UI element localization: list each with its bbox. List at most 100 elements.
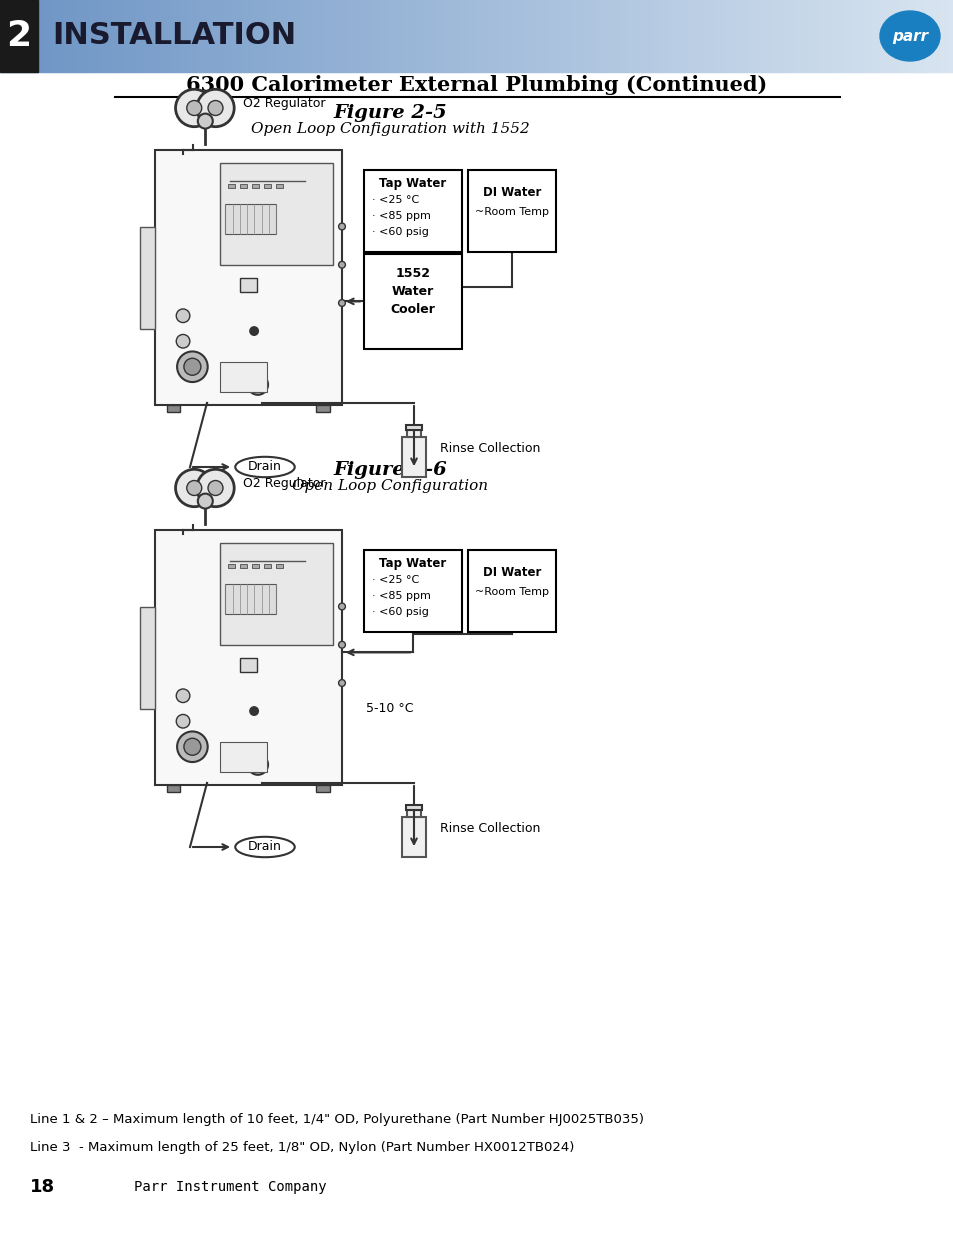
Bar	[344, 0, 345, 72]
Bar	[201, 0, 202, 72]
Bar	[87, 0, 88, 72]
Bar	[220, 742, 267, 772]
Bar	[699, 0, 700, 72]
Bar	[392, 0, 393, 72]
Bar	[26, 0, 27, 72]
Bar	[135, 0, 136, 72]
Bar	[377, 0, 378, 72]
Bar	[573, 0, 574, 72]
Bar	[861, 0, 862, 72]
Bar	[144, 0, 145, 72]
Bar	[57, 0, 58, 72]
Bar	[581, 0, 582, 72]
Circle shape	[196, 469, 233, 506]
Bar	[147, 0, 148, 72]
Bar	[331, 0, 332, 72]
Bar	[442, 0, 443, 72]
Bar	[115, 0, 116, 72]
Bar	[941, 0, 942, 72]
Text: Drain: Drain	[248, 841, 282, 853]
Bar	[478, 0, 479, 72]
Bar	[358, 0, 359, 72]
Bar	[167, 785, 180, 792]
Bar	[669, 0, 670, 72]
Bar	[231, 0, 232, 72]
Bar	[475, 0, 476, 72]
Bar	[112, 0, 113, 72]
Bar	[84, 0, 85, 72]
Bar	[633, 0, 634, 72]
Bar	[496, 0, 497, 72]
Bar	[166, 0, 167, 72]
Bar	[252, 0, 253, 72]
Bar	[945, 0, 946, 72]
Bar	[684, 0, 685, 72]
Bar	[224, 0, 225, 72]
Bar	[887, 0, 888, 72]
Bar	[589, 0, 590, 72]
Bar	[350, 0, 351, 72]
Text: · <85 ppm: · <85 ppm	[372, 592, 431, 601]
Bar	[128, 0, 129, 72]
Bar	[430, 0, 431, 72]
Bar	[162, 0, 163, 72]
Bar	[689, 0, 690, 72]
Bar	[60, 0, 61, 72]
Bar	[273, 0, 274, 72]
Bar	[697, 0, 698, 72]
Bar	[149, 0, 150, 72]
Bar	[252, 184, 259, 188]
Bar	[328, 0, 329, 72]
Circle shape	[248, 374, 268, 395]
Bar	[773, 0, 774, 72]
Bar	[154, 149, 341, 405]
Bar	[86, 0, 87, 72]
Bar	[759, 0, 760, 72]
Bar	[202, 0, 203, 72]
Bar	[262, 0, 263, 72]
Bar	[681, 0, 682, 72]
Bar	[165, 0, 166, 72]
Bar	[565, 0, 566, 72]
Bar	[235, 0, 236, 72]
Bar	[923, 0, 924, 72]
Circle shape	[187, 480, 201, 495]
Bar	[732, 0, 733, 72]
Bar	[562, 0, 563, 72]
Bar	[758, 0, 759, 72]
Bar	[94, 0, 95, 72]
Bar	[266, 0, 267, 72]
Bar	[13, 0, 14, 72]
Bar	[869, 0, 870, 72]
Bar	[606, 0, 607, 72]
Bar	[310, 0, 311, 72]
Bar	[490, 0, 491, 72]
Bar	[543, 0, 544, 72]
Bar	[244, 0, 245, 72]
Bar	[136, 0, 137, 72]
Circle shape	[176, 309, 190, 322]
Bar	[627, 0, 628, 72]
Circle shape	[338, 300, 345, 306]
Bar	[464, 0, 465, 72]
Bar	[558, 0, 559, 72]
Bar	[801, 0, 802, 72]
Bar	[251, 0, 252, 72]
Bar	[139, 606, 154, 709]
Bar	[274, 0, 275, 72]
Bar	[894, 0, 895, 72]
Bar	[854, 0, 855, 72]
Bar	[127, 0, 128, 72]
Bar	[741, 0, 742, 72]
Bar	[426, 0, 427, 72]
Bar	[303, 0, 304, 72]
Bar	[829, 0, 830, 72]
Bar	[305, 0, 306, 72]
Bar	[299, 0, 301, 72]
Bar	[252, 564, 259, 568]
Text: parr: parr	[891, 28, 927, 43]
Bar	[517, 0, 518, 72]
Bar	[6, 0, 7, 72]
Bar	[319, 0, 320, 72]
Bar	[53, 0, 54, 72]
